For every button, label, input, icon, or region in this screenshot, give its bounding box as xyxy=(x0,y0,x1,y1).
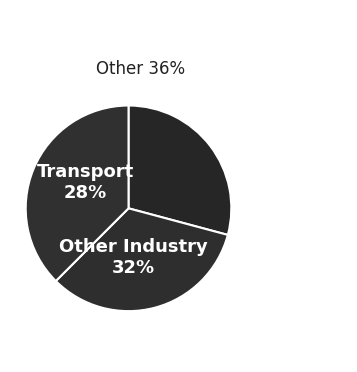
Text: Other Industry
32%: Other Industry 32% xyxy=(59,238,208,277)
Wedge shape xyxy=(26,106,129,281)
Text: Other 36%: Other 36% xyxy=(96,60,185,78)
Wedge shape xyxy=(56,208,228,311)
Text: Transport
28%: Transport 28% xyxy=(37,163,134,202)
Wedge shape xyxy=(129,106,231,235)
